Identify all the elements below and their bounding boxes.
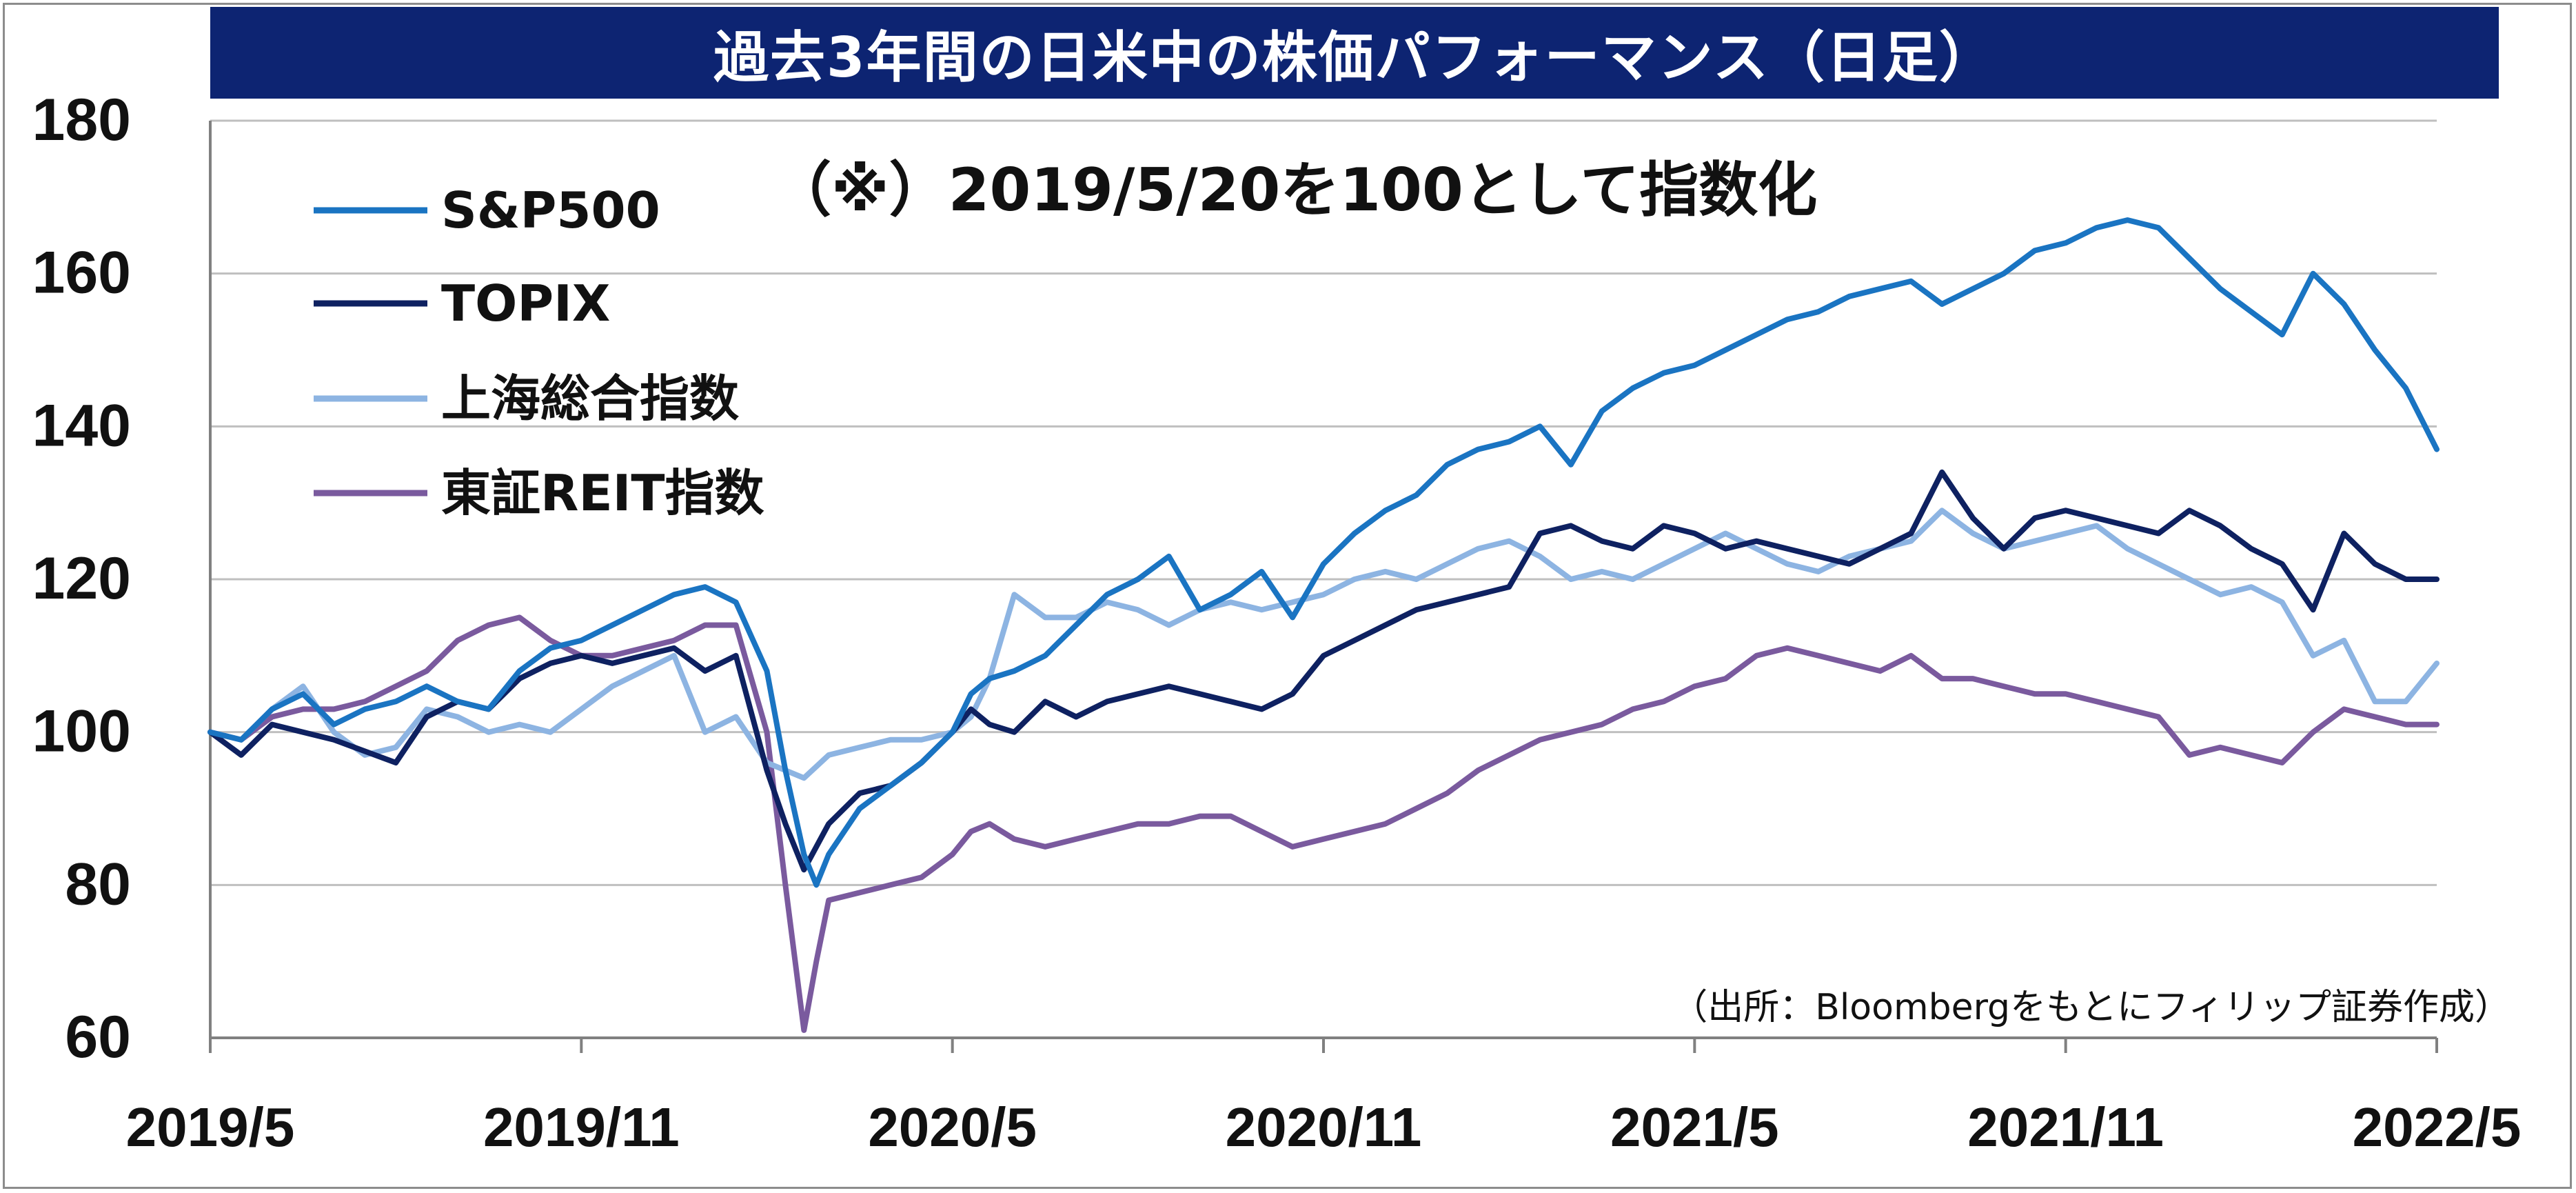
x-tick-label: 2022/5 [2353, 1096, 2522, 1158]
chart-subtitle: （※）2019/5/20を100として指数化 [772, 156, 1818, 225]
series-line-sp500 [207, 217, 2440, 888]
y-tick-label: 120 [32, 545, 132, 612]
chart-title: 過去3年間の日米中の株価パフォーマンス（日足） [713, 25, 1996, 90]
series-line-reit [207, 614, 2440, 1033]
y-tick-label: 80 [65, 851, 131, 917]
y-tick-label: 180 [32, 87, 132, 153]
x-tick-label: 2019/5 [126, 1096, 295, 1158]
x-tick-label: 2021/5 [1610, 1096, 1779, 1158]
legend-label-topix: TOPIX [441, 274, 610, 332]
legend-label-reit: 東証REIT指数 [441, 464, 764, 522]
series-line-topix [207, 469, 2440, 873]
y-tick-label: 100 [32, 699, 132, 765]
y-tick-label: 140 [32, 392, 132, 459]
title-bar: 過去3年間の日米中の株価パフォーマンス（日足） [210, 7, 2499, 99]
source-note: （出所：Bloombergをもとにフィリップ証券作成） [1672, 987, 2511, 1028]
legend-label-shanghai: 上海総合指数 [441, 370, 739, 428]
legend-label-sp500: S&P500 [441, 181, 660, 239]
y-tick-label: 60 [65, 1004, 131, 1070]
x-tick-label: 2019/11 [483, 1096, 680, 1158]
x-tick-label: 2020/5 [868, 1096, 1037, 1158]
chart-frame [3, 3, 2572, 1189]
y-tick-label: 160 [32, 240, 132, 306]
x-tick-label: 2021/11 [1967, 1096, 2164, 1158]
series-line-shanghai [207, 508, 2440, 781]
x-tick-label: 2020/11 [1226, 1096, 1422, 1158]
